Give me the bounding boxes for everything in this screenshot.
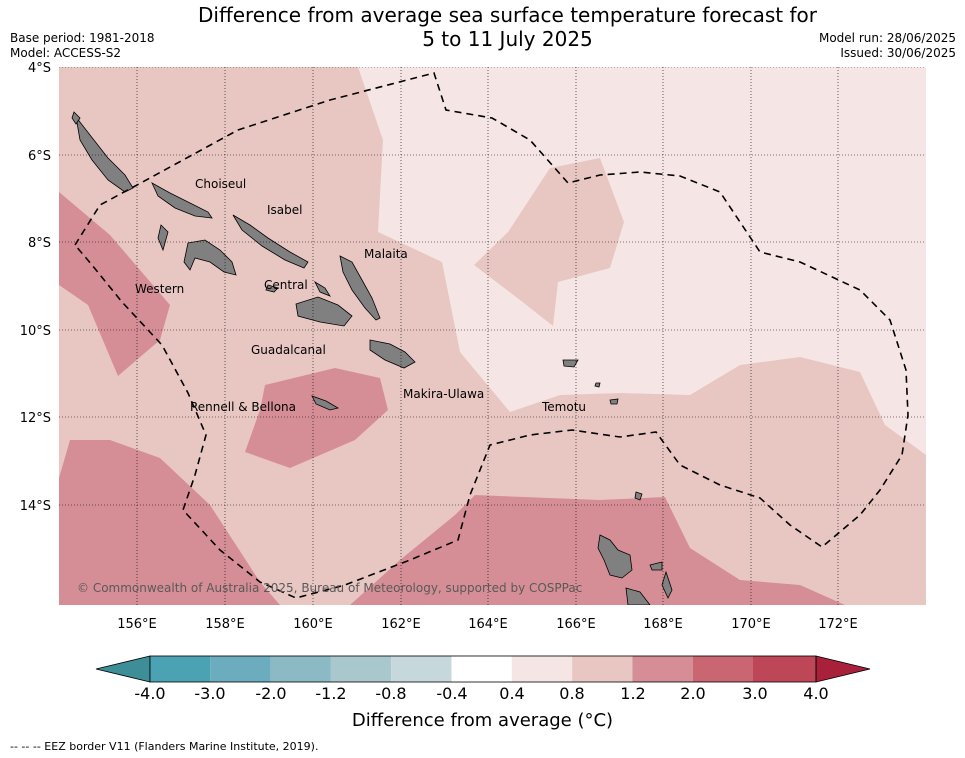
colorbar-bin-6 bbox=[451, 656, 512, 682]
cb-tick-6: 0.4 bbox=[499, 684, 524, 700]
cb-tick-2: -2.0 bbox=[255, 684, 286, 700]
lon-label-172e: 172°E bbox=[818, 617, 858, 632]
anomaly-band-1.2-2.0-rennell bbox=[245, 368, 388, 468]
eez-footnote: -- -- -- EEZ border V11 (Flanders Marine… bbox=[10, 740, 319, 753]
lon-label-164e: 164°E bbox=[468, 617, 508, 632]
cb-tick-7: 0.8 bbox=[559, 684, 584, 700]
island-choiseul bbox=[151, 182, 213, 219]
lon-label-160e: 160°E bbox=[293, 617, 333, 632]
anomaly-band-1.2-2.0-southwest bbox=[59, 440, 280, 605]
lon-label-170e: 170°E bbox=[731, 617, 771, 632]
cb-tick-5: -0.4 bbox=[436, 684, 467, 700]
lon-label-162e: 162°E bbox=[381, 617, 421, 632]
lat-label-8s: 8°S bbox=[28, 236, 51, 251]
gridlines bbox=[59, 67, 926, 605]
island-new-georgia bbox=[183, 239, 237, 276]
meta-right: Model run: 28/06/2025 Issued: 30/06/2025 bbox=[819, 31, 956, 61]
chart-title: Difference from average sea surface temp… bbox=[0, 3, 965, 51]
anomaly-band-0.4-0.8 bbox=[358, 67, 926, 455]
lon-label-168e: 168°E bbox=[643, 617, 683, 632]
lat-label-14s: 14°S bbox=[20, 499, 51, 514]
meta-left: Base period: 1981-2018 Model: ACCESS-S2 bbox=[10, 31, 155, 61]
label-temotu: Temotu bbox=[541, 400, 586, 414]
model-run: Model run: 28/06/2025 bbox=[818, 31, 956, 45]
island-espiritu-santo bbox=[597, 534, 633, 579]
lat-label-10s: 10°S bbox=[20, 324, 51, 339]
colorbar-bin-7 bbox=[511, 656, 573, 682]
lat-label-6s: 6°S bbox=[28, 149, 51, 164]
island-isabel bbox=[232, 214, 309, 269]
island-malaita bbox=[339, 255, 381, 321]
lat-label-4s: 4°S bbox=[28, 61, 51, 76]
cb-tick-8: 1.2 bbox=[620, 684, 645, 700]
label-guadalcanal: Guadalcanal bbox=[251, 343, 326, 357]
map-area: Choiseul Isabel Malaita Western Central … bbox=[59, 67, 926, 605]
colorbar-bin-5 bbox=[391, 656, 452, 682]
colorbar-bin-11 bbox=[753, 656, 816, 682]
label-western: Western bbox=[135, 282, 184, 296]
colorbar-bin-1 bbox=[150, 656, 211, 682]
label-makira-ulawa: Makira-Ulawa bbox=[403, 387, 484, 401]
island-choiseul-west bbox=[75, 116, 134, 193]
lon-label-156e: 156°E bbox=[117, 617, 157, 632]
issued-date: Issued: 30/06/2025 bbox=[840, 46, 956, 60]
cb-tick-1: -3.0 bbox=[194, 684, 225, 700]
label-central: Central bbox=[264, 278, 308, 292]
anomaly-band-1.2-2.0-south bbox=[350, 495, 845, 605]
cb-tick-11: 4.0 bbox=[803, 684, 828, 700]
island-rennell bbox=[311, 395, 340, 411]
label-rennell-bellona: Rennell & Bellona bbox=[190, 400, 296, 414]
title-line-1: Difference from average sea surface temp… bbox=[197, 3, 817, 27]
colorbar-bin-9 bbox=[632, 656, 693, 682]
colorbar-bin-10 bbox=[692, 656, 753, 682]
island-guadalcanal bbox=[295, 296, 353, 327]
colorbar: -4.0 -3.0 -2.0 -1.2 -0.8 -0.4 0.4 0.8 1.… bbox=[95, 655, 871, 700]
land bbox=[71, 111, 673, 605]
title-line-2: 5 to 11 July 2025 bbox=[422, 27, 593, 51]
label-isabel: Isabel bbox=[267, 203, 302, 217]
cb-tick-0: -4.0 bbox=[134, 684, 165, 700]
copyright-text: © Commonwealth of Australia 2025, Bureau… bbox=[77, 581, 582, 595]
label-malaita: Malaita bbox=[364, 247, 408, 261]
cb-tick-9: 2.0 bbox=[680, 684, 705, 700]
model-name: Model: ACCESS-S2 bbox=[10, 46, 122, 60]
colorbar-extend-low bbox=[95, 655, 151, 683]
colorbar-bin-3 bbox=[270, 656, 331, 682]
lon-label-166e: 166°E bbox=[556, 617, 596, 632]
lon-label-158e: 158°E bbox=[205, 617, 245, 632]
colorbar-bin-2 bbox=[210, 656, 271, 682]
cb-tick-3: -1.2 bbox=[315, 684, 346, 700]
label-choiseul: Choiseul bbox=[195, 177, 246, 191]
map-panel: Choiseul Isabel Malaita Western Central … bbox=[20, 61, 926, 700]
colorbar-bin-8 bbox=[572, 656, 633, 682]
colorbar-bin-4 bbox=[330, 656, 392, 682]
eez-border bbox=[74, 72, 909, 599]
lat-label-12s: 12°S bbox=[20, 411, 51, 426]
cb-tick-10: 3.0 bbox=[742, 684, 767, 700]
island-makira bbox=[369, 339, 416, 369]
colorbar-extend-high bbox=[815, 655, 871, 683]
base-period: Base period: 1981-2018 bbox=[10, 31, 155, 45]
anomaly-band-1.2-2.0-west bbox=[59, 192, 170, 376]
colorbar-frame bbox=[149, 655, 817, 683]
colorbar-title: Difference from average (°C) bbox=[351, 710, 614, 731]
cb-tick-4: -0.8 bbox=[375, 684, 406, 700]
